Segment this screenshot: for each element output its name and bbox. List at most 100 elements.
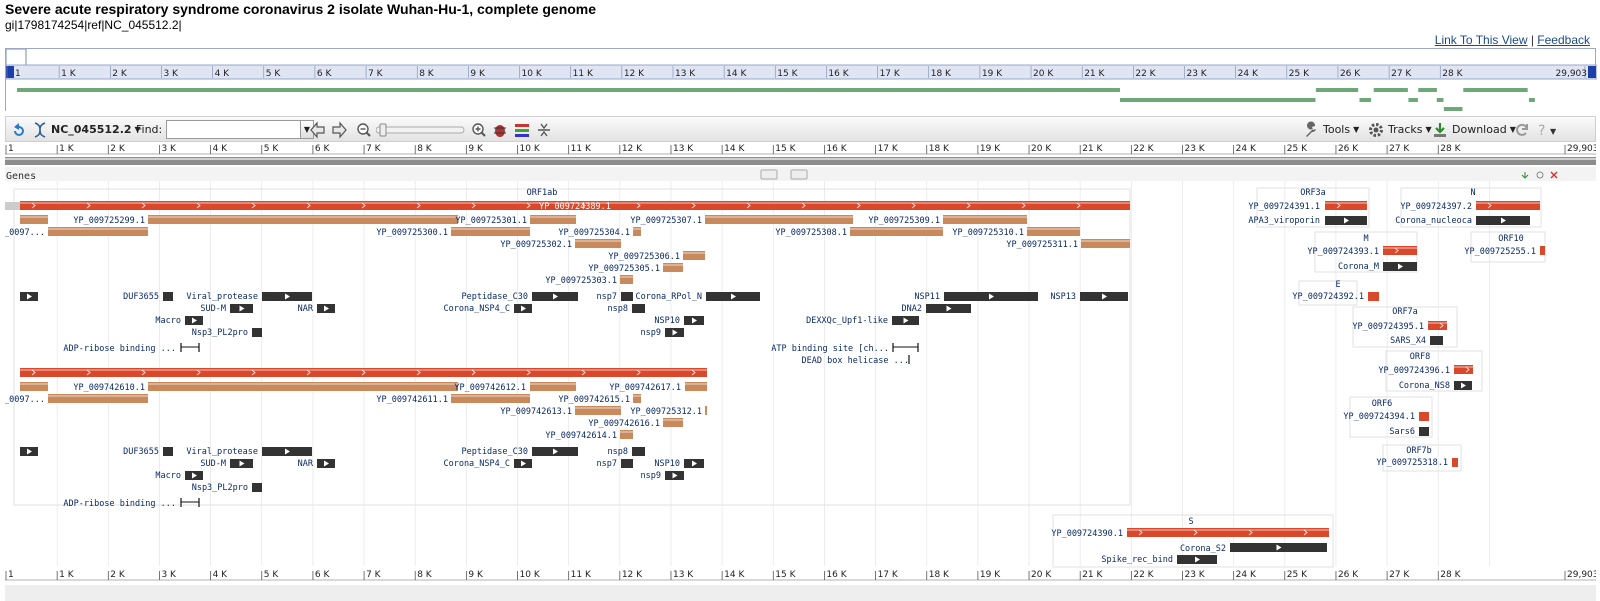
- overview-feature[interactable]: [1463, 88, 1528, 92]
- cds-bar[interactable]: [685, 382, 707, 391]
- color-config-icon[interactable]: [514, 120, 530, 139]
- domain-bar[interactable]: [252, 328, 262, 337]
- cds-bar[interactable]: [850, 227, 943, 236]
- tracks-menu[interactable]: Tracks ▼: [1368, 120, 1432, 139]
- domain-bar[interactable]: [632, 304, 645, 313]
- zoom-out-icon[interactable]: [356, 120, 372, 139]
- domain-bar[interactable]: [163, 447, 173, 456]
- gene-m[interactable]: [1383, 246, 1417, 255]
- gene-orf10[interactable]: [1540, 246, 1545, 255]
- gene-orf1ab[interactable]: [20, 201, 1130, 210]
- cds-bar[interactable]: [663, 418, 683, 427]
- gene-e[interactable]: [1368, 292, 1379, 301]
- cds-bar[interactable]: [530, 382, 576, 391]
- bug-icon[interactable]: [492, 120, 508, 139]
- cds-bar-gloss: [943, 216, 1027, 218]
- cds-bar[interactable]: [705, 406, 707, 415]
- domain-bar[interactable]: [621, 292, 633, 301]
- pan-left-icon[interactable]: [309, 120, 327, 139]
- gene-orf8[interactable]: [1454, 365, 1473, 374]
- cds-bar[interactable]: [48, 394, 148, 403]
- gene-orf6[interactable]: [1419, 412, 1429, 421]
- domain-bar[interactable]: [252, 483, 262, 492]
- panel-gear-icon[interactable]: [1536, 171, 1544, 179]
- cds-bar[interactable]: [620, 430, 633, 439]
- help-icon[interactable]: ? ▼: [1536, 120, 1560, 139]
- pan-right-icon[interactable]: [330, 120, 348, 139]
- overview-feature[interactable]: [1528, 98, 1535, 102]
- cds-bar[interactable]: [683, 251, 705, 260]
- panel-next-button[interactable]: [790, 169, 808, 180]
- domain-label: nsp8: [608, 447, 628, 457]
- collapse-icon[interactable]: [536, 120, 552, 139]
- gene-orf7a[interactable]: [1428, 321, 1447, 330]
- gene-n[interactable]: [1476, 201, 1540, 210]
- find-input[interactable]: [166, 120, 301, 139]
- cds-bar[interactable]: [451, 394, 530, 403]
- cds-bar[interactable]: [451, 227, 530, 236]
- overview-feature[interactable]: [17, 88, 1120, 92]
- gene-orf1a[interactable]: [20, 368, 707, 377]
- cds-bar[interactable]: [705, 215, 853, 224]
- domain-bar[interactable]: [163, 292, 173, 301]
- cds-bar[interactable]: [530, 215, 576, 224]
- overview-feature[interactable]: [1119, 98, 1316, 102]
- sequence-selector[interactable]: NC_045512.2 ▼: [32, 120, 141, 139]
- cds-bar[interactable]: [575, 239, 621, 248]
- cds-bar[interactable]: [620, 275, 633, 284]
- domain-bar[interactable]: [1430, 336, 1443, 345]
- overview-scroll-left-icon[interactable]: [6, 66, 14, 78]
- tools-menu[interactable]: Tools ▼: [1303, 120, 1359, 139]
- overview-feature[interactable]: [1315, 88, 1359, 92]
- undo-icon[interactable]: [10, 120, 28, 139]
- cds-bar[interactable]: [943, 215, 1027, 224]
- overview-feature[interactable]: [1418, 88, 1437, 92]
- overview-feature[interactable]: [1373, 88, 1408, 92]
- panel-download-icon[interactable]: [1521, 172, 1529, 179]
- overview-feature[interactable]: [1408, 98, 1418, 102]
- feedback-link[interactable]: Feedback: [1537, 33, 1590, 47]
- cds-bar[interactable]: [148, 215, 458, 224]
- download-menu[interactable]: Download ▼: [1432, 120, 1516, 139]
- cds-bar[interactable]: [148, 382, 458, 391]
- domain-bar-arrow-icon: [521, 460, 526, 467]
- gene-orf7b[interactable]: [1452, 458, 1458, 467]
- cds-bar[interactable]: [575, 406, 621, 415]
- domain-bar-arrow-icon: [731, 293, 736, 300]
- cds-bar[interactable]: [1027, 227, 1080, 236]
- link-to-this-view[interactable]: Link To This View: [1434, 33, 1528, 47]
- gene-s[interactable]: [1127, 528, 1329, 537]
- gene-orf3a[interactable]: [1325, 201, 1367, 210]
- overview-viewport-box[interactable]: [6, 49, 27, 66]
- overview-feature[interactable]: [1443, 107, 1463, 111]
- domain-bar-arrow-icon: [1398, 263, 1403, 270]
- cds-bar[interactable]: [633, 394, 641, 403]
- cds-bar[interactable]: [633, 227, 641, 236]
- reload-icon[interactable]: [1514, 120, 1530, 139]
- gene-orf8-gloss: [1454, 366, 1473, 368]
- domain-bar[interactable]: [1419, 427, 1429, 436]
- zoom-in-icon[interactable]: [471, 120, 487, 139]
- cds-bar[interactable]: [20, 382, 48, 391]
- overview-feature[interactable]: [1436, 98, 1444, 102]
- zoom-slider[interactable]: [376, 120, 466, 139]
- panel-close-icon[interactable]: [1550, 171, 1558, 179]
- cds-bar[interactable]: [48, 227, 148, 236]
- overview-feature[interactable]: [1359, 98, 1372, 102]
- top-ruler-label: 15 K: [775, 144, 796, 154]
- cds-bar[interactable]: [1081, 239, 1130, 248]
- overview-scroll-right-icon[interactable]: [1588, 66, 1596, 78]
- cds-bar[interactable]: [20, 215, 48, 224]
- cds-bar[interactable]: [663, 263, 683, 272]
- bottom-ruler-label: 2 K: [110, 570, 126, 580]
- domain-label: Corona_nucleoca: [1395, 216, 1472, 226]
- domain-bar[interactable]: [632, 447, 645, 456]
- domain-bar[interactable]: [621, 459, 633, 468]
- panel-prev-button[interactable]: [760, 169, 778, 180]
- zoom-slider-handle[interactable]: [379, 123, 387, 136]
- cds-label: YP_009725308.1: [775, 228, 847, 238]
